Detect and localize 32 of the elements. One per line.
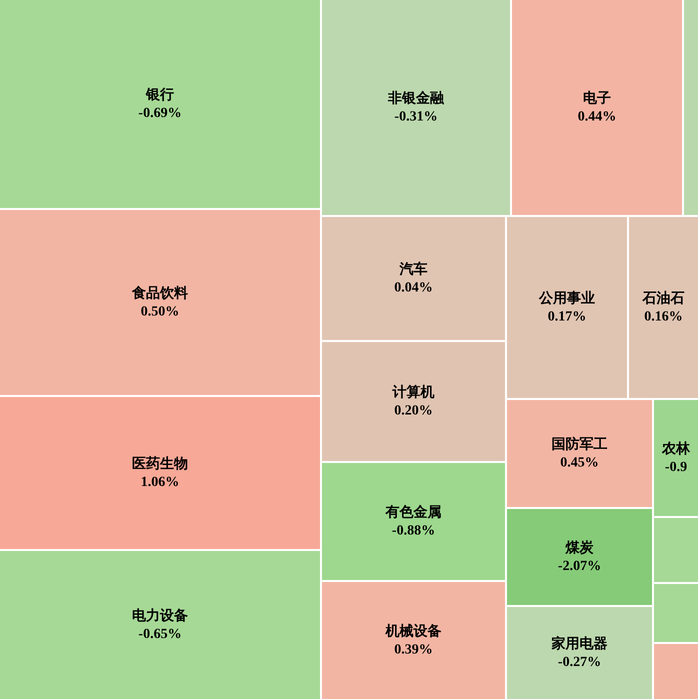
category-label: 石油石 <box>642 290 684 306</box>
category-label: 汽车 <box>398 260 428 278</box>
category-label: 国防军工 <box>552 436 608 452</box>
category-label: 银行 <box>145 87 174 103</box>
category-label: 有色金属 <box>384 504 442 520</box>
category-label: 机械设备 <box>384 624 442 640</box>
category-label: 农林 <box>661 441 691 457</box>
data-label: 0.16% <box>644 310 683 324</box>
category-label: 计算机 <box>392 384 434 400</box>
data-label: -0.31% <box>394 110 438 124</box>
data-label: 0.39% <box>394 642 433 658</box>
category-label: 公用事业 <box>538 290 595 306</box>
data-label: 0.17% <box>548 310 586 324</box>
data-label: 0.44% <box>578 110 616 124</box>
category-label: 电子 <box>583 90 611 106</box>
category-label: 煤炭 <box>564 540 594 556</box>
data-label: -0.27% <box>558 655 602 670</box>
category-label: 电力设备 <box>132 608 188 624</box>
category-label: 非银金融 <box>387 90 445 106</box>
data-label: 0.20% <box>394 404 433 418</box>
category-label: 食品饮料 <box>131 286 188 302</box>
data-label: -0.9 <box>664 460 688 475</box>
category-label: 家用电器 <box>550 635 608 652</box>
data-label: -0.88% <box>392 524 436 538</box>
data-label: -0.65% <box>138 627 182 642</box>
data-label: 1.06% <box>140 475 180 490</box>
data-label: -2.07% <box>558 559 602 574</box>
data-label: 0.45% <box>560 456 599 470</box>
data-label: 0.50% <box>140 304 180 320</box>
data-label: -0.69% <box>138 106 182 121</box>
category-label: 医药生物 <box>132 456 188 472</box>
data-label: 0.04% <box>394 280 433 296</box>
